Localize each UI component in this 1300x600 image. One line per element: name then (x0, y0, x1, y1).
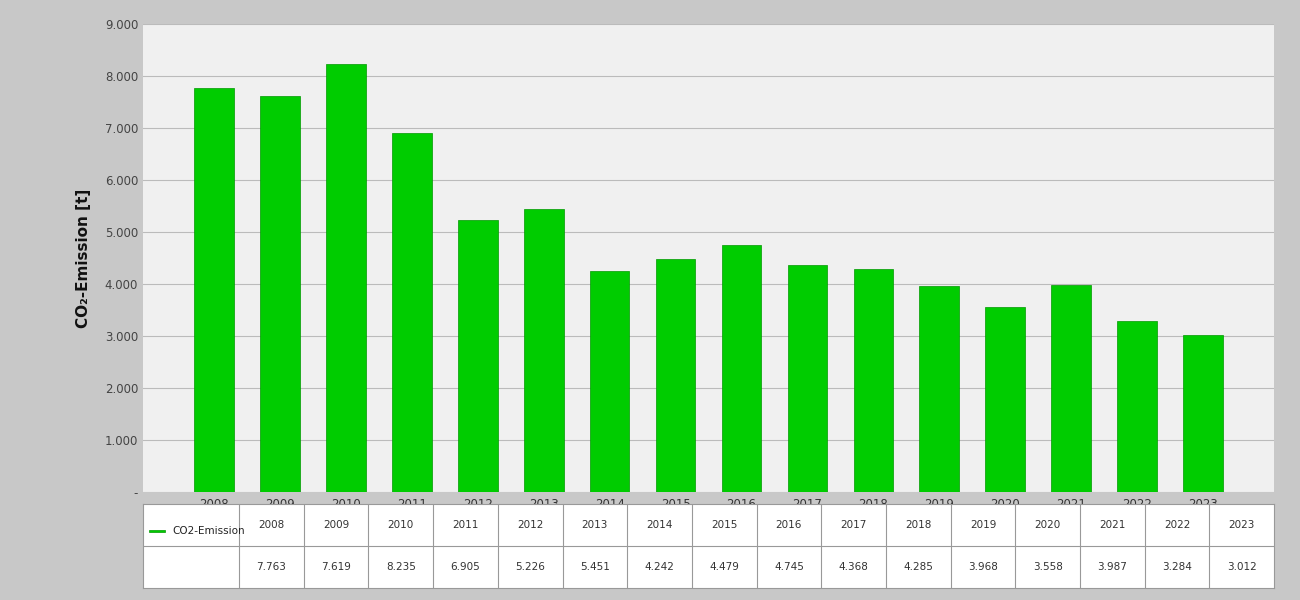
Text: 2019: 2019 (970, 520, 996, 530)
Text: 2013: 2013 (581, 520, 608, 530)
Bar (655, 259, 696, 492)
Text: 4.368: 4.368 (838, 562, 868, 572)
Bar (326, 64, 365, 492)
Text: 2022: 2022 (1164, 520, 1191, 530)
Text: 5.226: 5.226 (515, 562, 545, 572)
Text: 4.745: 4.745 (774, 562, 803, 572)
Bar (458, 220, 498, 492)
Bar (854, 269, 893, 492)
Text: 2023: 2023 (1228, 520, 1254, 530)
Bar (1052, 284, 1091, 492)
Bar (1183, 335, 1222, 492)
Text: 4.242: 4.242 (645, 562, 675, 572)
Text: 2016: 2016 (776, 520, 802, 530)
Text: CO2-Emission: CO2-Emission (173, 526, 244, 536)
FancyBboxPatch shape (148, 530, 165, 532)
Text: 4.285: 4.285 (903, 562, 933, 572)
Text: 2011: 2011 (452, 520, 478, 530)
Bar (919, 286, 959, 492)
Text: 2020: 2020 (1035, 520, 1061, 530)
Bar (985, 307, 1024, 492)
Text: 2010: 2010 (387, 520, 413, 530)
Text: 2015: 2015 (711, 520, 737, 530)
Bar (788, 265, 827, 492)
Text: 7.763: 7.763 (256, 562, 286, 572)
Text: 2008: 2008 (259, 520, 285, 530)
Text: 3.558: 3.558 (1032, 562, 1062, 572)
Text: 3.284: 3.284 (1162, 562, 1192, 572)
Bar (393, 133, 432, 492)
Text: 3.012: 3.012 (1227, 562, 1257, 572)
Text: 2021: 2021 (1098, 520, 1126, 530)
Bar (195, 88, 234, 492)
Text: 6.905: 6.905 (451, 562, 481, 572)
Text: 7.619: 7.619 (321, 562, 351, 572)
Text: 3.987: 3.987 (1097, 562, 1127, 572)
Text: 8.235: 8.235 (386, 562, 416, 572)
Bar (722, 245, 762, 492)
Text: 2014: 2014 (646, 520, 672, 530)
Bar (260, 96, 300, 492)
Text: 2018: 2018 (905, 520, 932, 530)
Text: 2009: 2009 (322, 520, 350, 530)
Text: 3.968: 3.968 (968, 562, 998, 572)
Text: 5.451: 5.451 (580, 562, 610, 572)
Y-axis label: CO₂-Emission [t]: CO₂-Emission [t] (75, 188, 91, 328)
Text: 2017: 2017 (840, 520, 867, 530)
Bar (1117, 321, 1157, 492)
Text: 4.479: 4.479 (710, 562, 740, 572)
Bar (524, 209, 563, 492)
Text: 2012: 2012 (517, 520, 543, 530)
Bar (590, 271, 629, 492)
